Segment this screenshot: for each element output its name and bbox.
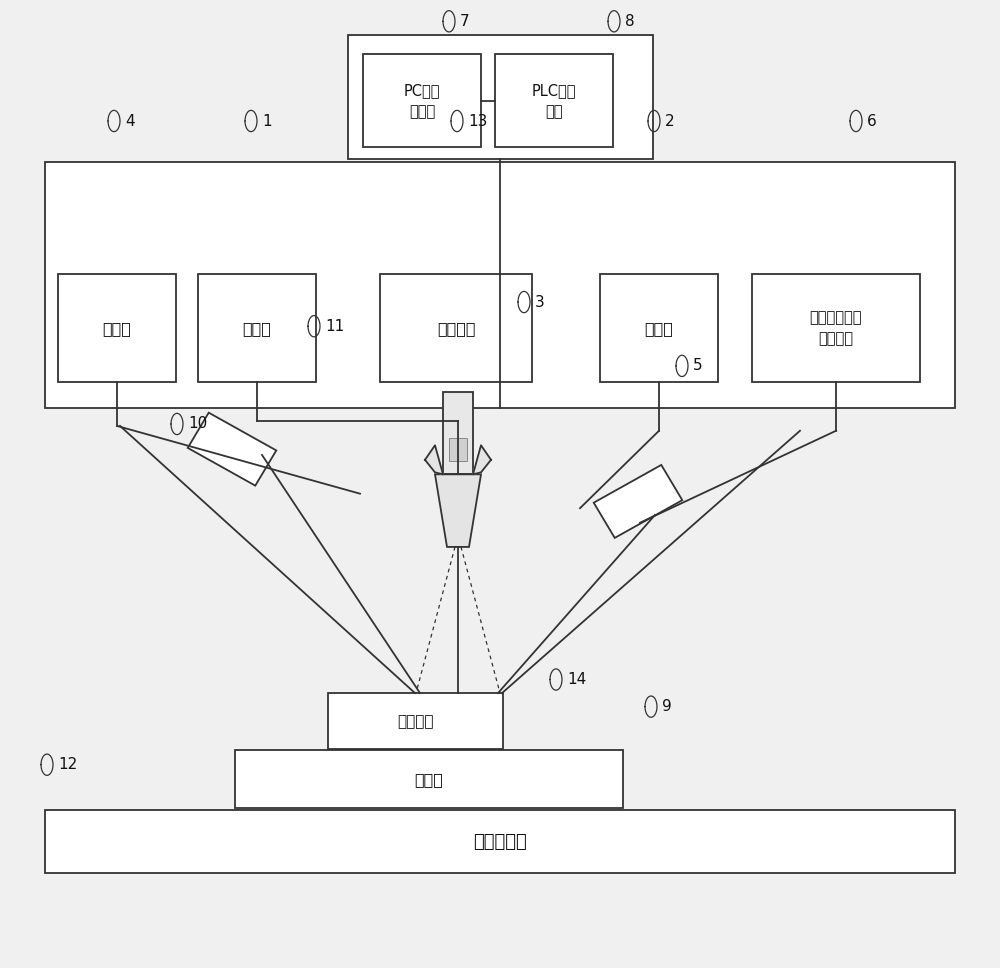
Bar — [45, 810, 955, 873]
Text: 激光器: 激光器 — [645, 320, 673, 336]
Polygon shape — [594, 465, 682, 538]
Text: 2: 2 — [665, 113, 675, 129]
Bar — [198, 274, 316, 382]
Text: 燙覆工件: 燙覆工件 — [397, 713, 434, 729]
Text: 5: 5 — [693, 358, 703, 374]
Text: 燙池温度图像
处理系统: 燙池温度图像 处理系统 — [810, 310, 862, 347]
Text: 机器人: 机器人 — [243, 320, 271, 336]
Text: 7: 7 — [460, 14, 470, 29]
Text: 可移动平台: 可移动平台 — [473, 832, 527, 851]
Text: 8: 8 — [625, 14, 635, 29]
Bar — [495, 54, 613, 147]
Bar — [363, 54, 481, 147]
Bar — [348, 35, 653, 159]
Text: 送粉器: 送粉器 — [103, 320, 131, 336]
Text: 13: 13 — [468, 113, 487, 129]
Polygon shape — [435, 474, 481, 547]
Bar — [752, 274, 920, 382]
Text: PLC主控
系统: PLC主控 系统 — [532, 82, 576, 119]
Polygon shape — [425, 445, 443, 474]
Bar — [235, 750, 623, 808]
Bar — [600, 274, 718, 382]
Bar — [328, 693, 503, 749]
Bar — [380, 274, 532, 382]
Bar — [443, 392, 473, 474]
Text: 3: 3 — [535, 294, 545, 310]
Text: 变位机: 变位机 — [415, 771, 443, 787]
Text: 6: 6 — [867, 113, 877, 129]
Text: PC计算
工作站: PC计算 工作站 — [404, 82, 440, 119]
Polygon shape — [188, 412, 276, 486]
Bar — [45, 162, 955, 408]
Text: 11: 11 — [325, 318, 344, 334]
Text: 10: 10 — [188, 416, 207, 432]
Text: 辅助装置: 辅助装置 — [437, 320, 475, 336]
Bar — [58, 274, 176, 382]
Bar — [449, 438, 467, 461]
Text: 12: 12 — [58, 757, 77, 772]
Text: 14: 14 — [567, 672, 586, 687]
Text: 1: 1 — [262, 113, 272, 129]
Text: 9: 9 — [662, 699, 672, 714]
Polygon shape — [473, 445, 491, 474]
Text: 4: 4 — [125, 113, 135, 129]
